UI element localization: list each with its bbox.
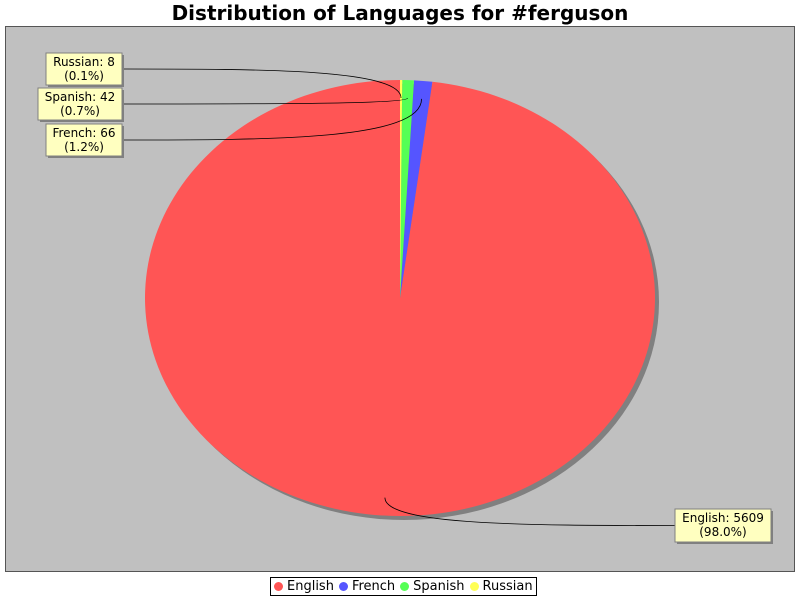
label-link-english — [384, 497, 676, 526]
legend-swatch — [338, 582, 348, 591]
legend-label: French — [351, 579, 396, 594]
legend-swatch — [400, 582, 410, 591]
slice-label-english: English: 5609(98.0%) — [674, 508, 773, 544]
label-box — [674, 508, 772, 543]
slice-label-french: French: 66(1.2%) — [45, 123, 124, 158]
label-box — [45, 123, 123, 157]
slice-label-percent: (1.2%) — [64, 140, 104, 154]
slice-label-value: Russian: 8 — [53, 55, 115, 69]
slice-label-spanish: Spanish: 42(0.7%) — [37, 87, 124, 122]
slice-label-percent: (98.0%) — [699, 525, 746, 539]
slice-label-value: English: 5609 — [682, 511, 764, 525]
slice-label-russian: Russian: 8(0.1%) — [45, 52, 124, 87]
pie-slice-french — [400, 80, 433, 298]
slice-label-value: French: 66 — [52, 126, 115, 140]
pie-slice-russian — [400, 80, 403, 298]
legend-label: Russian — [482, 579, 533, 594]
pie-slice-spanish — [400, 80, 414, 299]
label-box — [45, 52, 123, 86]
slice-label-percent: (0.7%) — [60, 104, 100, 118]
legend: English French Spanish Russian — [270, 577, 537, 596]
slice-label-value: Spanish: 42 — [45, 90, 116, 104]
legend-item-french: French — [338, 579, 396, 594]
legend-label: Spanish — [413, 579, 465, 594]
label-box — [37, 87, 123, 121]
legend-item-english: English — [274, 579, 334, 594]
slice-label-percent: (0.1%) — [64, 69, 104, 83]
label-link-russian — [121, 68, 402, 99]
chart-title: Distribution of Languages for #ferguson — [171, 1, 629, 25]
legend-label: English — [287, 579, 334, 594]
label-link-french — [121, 98, 422, 141]
legend-item-russian: Russian — [469, 579, 533, 594]
legend-item-spanish: Spanish — [400, 579, 465, 594]
legend-swatch — [469, 582, 479, 591]
legend-swatch — [274, 582, 283, 591]
label-link-spanish — [121, 97, 408, 105]
